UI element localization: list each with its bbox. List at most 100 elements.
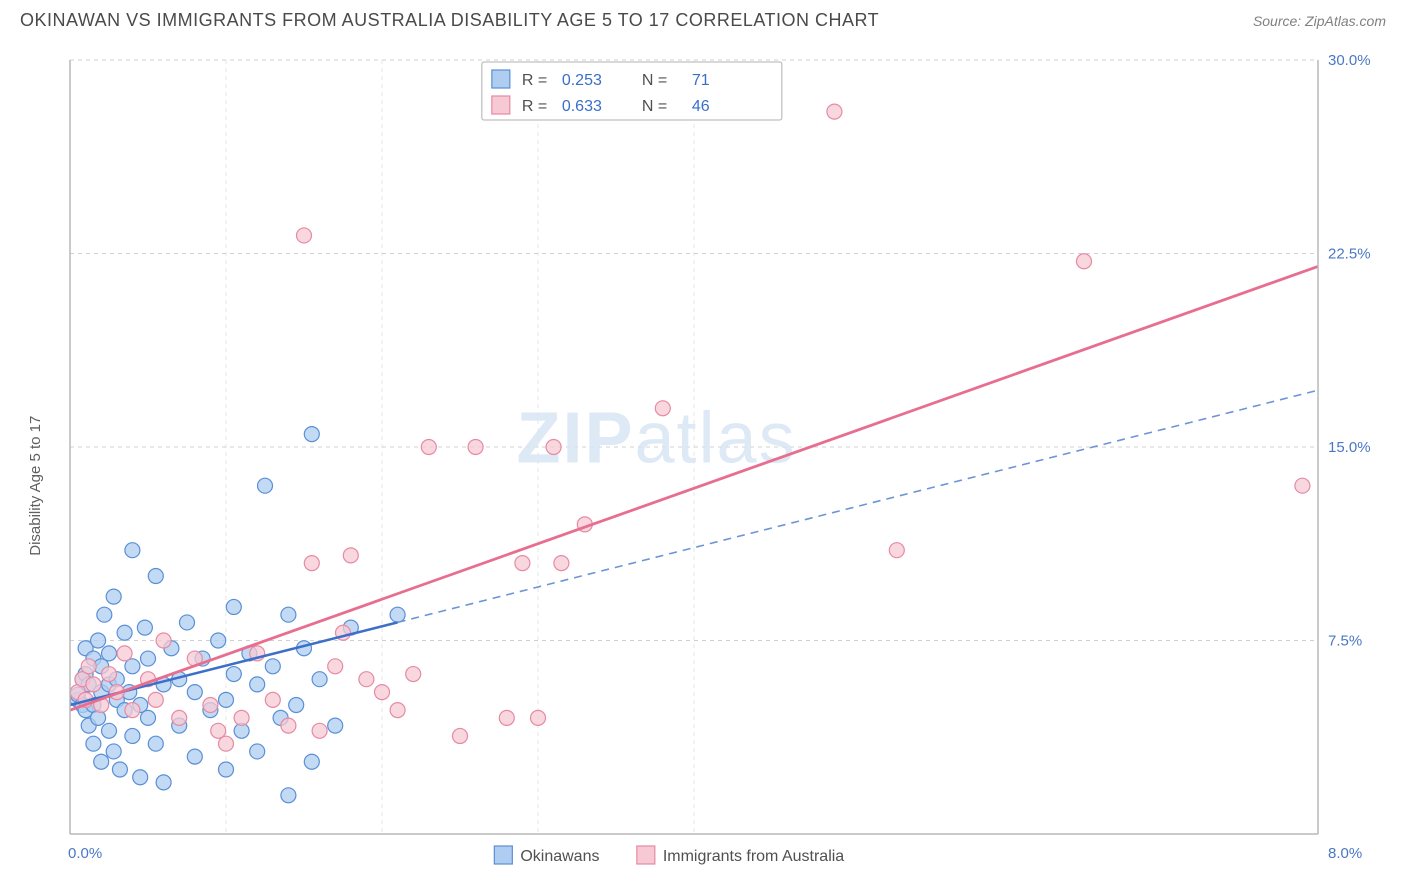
legend-swatch [492, 96, 510, 114]
y-tick-label: 7.5% [1328, 633, 1362, 650]
australia-point [453, 728, 468, 743]
okinawan-point [328, 718, 343, 733]
chart-area: ZIPatlas7.5%15.0%22.5%30.0%0.0%8.0%Disab… [20, 42, 1386, 872]
australia-point [312, 723, 327, 738]
australia-point [889, 543, 904, 558]
australia-point [86, 677, 101, 692]
legend-swatch [494, 846, 512, 864]
okinawan-point [97, 607, 112, 622]
okinawan-point [265, 659, 280, 674]
okinawan-point [133, 770, 148, 785]
okinawan-point [312, 672, 327, 687]
legend-n-label: N = [642, 98, 667, 115]
okinawan-point [281, 607, 296, 622]
okinawan-point [187, 685, 202, 700]
australia-point [328, 659, 343, 674]
okinawan-point [304, 427, 319, 442]
okinawan-point [137, 620, 152, 635]
okinawan-point [281, 788, 296, 803]
okinawan-point [226, 667, 241, 682]
okinawan-point [102, 723, 117, 738]
y-tick-label: 15.0% [1328, 439, 1371, 456]
australia-point [468, 440, 483, 455]
okinawan-point [117, 625, 132, 640]
australia-point [515, 556, 530, 571]
okinawan-point [106, 744, 121, 759]
okinawan-point [148, 569, 163, 584]
australia-point [102, 667, 117, 682]
australia-point [117, 646, 132, 661]
legend-n-label: N = [642, 72, 667, 89]
y-axis-label: Disability Age 5 to 17 [27, 416, 44, 556]
okinawan-point [304, 754, 319, 769]
okinawan-point [156, 775, 171, 790]
australia-point [1077, 254, 1092, 269]
australia-point [375, 685, 390, 700]
okinawan-point [211, 633, 226, 648]
okinawan-point [250, 744, 265, 759]
australia-point [125, 703, 140, 718]
okinawan-point [148, 736, 163, 751]
okinawan-point [102, 646, 117, 661]
y-tick-label: 30.0% [1328, 52, 1371, 69]
okinawan-point [258, 478, 273, 493]
legend-series-label: Immigrants from Australia [663, 848, 844, 865]
australia-point [531, 710, 546, 725]
y-tick-label: 22.5% [1328, 246, 1371, 263]
okinawan-point [226, 599, 241, 614]
australia-point [827, 104, 842, 119]
chart-title: OKINAWAN VS IMMIGRANTS FROM AUSTRALIA DI… [20, 10, 879, 31]
australia-point [343, 548, 358, 563]
australia-point [655, 401, 670, 416]
australia-point [554, 556, 569, 571]
x-tick-label: 8.0% [1328, 845, 1362, 862]
okinawan-point [289, 698, 304, 713]
australia-point [211, 723, 226, 738]
okinawan-point [141, 710, 156, 725]
okinawan-point [141, 651, 156, 666]
australia-point [406, 667, 421, 682]
chart-source: Source: ZipAtlas.com [1253, 13, 1386, 29]
okinawan-point [180, 615, 195, 630]
legend-r-label: R = [522, 98, 547, 115]
legend-n-value: 71 [692, 72, 710, 89]
australia-point [81, 659, 96, 674]
chart-header: OKINAWAN VS IMMIGRANTS FROM AUSTRALIA DI… [0, 0, 1406, 37]
australia-point [546, 440, 561, 455]
australia-point [421, 440, 436, 455]
australia-point [297, 228, 312, 243]
legend-r-value: 0.633 [562, 98, 602, 115]
okinawan-point [112, 762, 127, 777]
australia-point [281, 718, 296, 733]
australia-point [156, 633, 171, 648]
australia-point [359, 672, 374, 687]
okinawan-point [106, 589, 121, 604]
okinawan-point [187, 749, 202, 764]
okinawan-point [125, 543, 140, 558]
australia-point [499, 710, 514, 725]
australia-point [234, 710, 249, 725]
legend-swatch [492, 70, 510, 88]
australia-point [265, 692, 280, 707]
australia-point [172, 710, 187, 725]
okinawan-point [219, 762, 234, 777]
australia-point [148, 692, 163, 707]
okinawan-point [86, 736, 101, 751]
legend-r-label: R = [522, 72, 547, 89]
australia-point [1295, 478, 1310, 493]
okinawan-point [250, 677, 265, 692]
okinawan-point [125, 728, 140, 743]
x-tick-label: 0.0% [68, 845, 102, 862]
okinawan-point [390, 607, 405, 622]
legend-swatch [637, 846, 655, 864]
legend-series-label: Okinawans [520, 848, 599, 865]
australia-point [203, 698, 218, 713]
australia-point [390, 703, 405, 718]
okinawan-point [219, 692, 234, 707]
legend-n-value: 46 [692, 98, 710, 115]
okinawan-point [94, 754, 109, 769]
legend-r-value: 0.253 [562, 72, 602, 89]
australia-point [304, 556, 319, 571]
okinawan-point [91, 633, 106, 648]
scatter-chart: ZIPatlas7.5%15.0%22.5%30.0%0.0%8.0%Disab… [20, 42, 1386, 872]
